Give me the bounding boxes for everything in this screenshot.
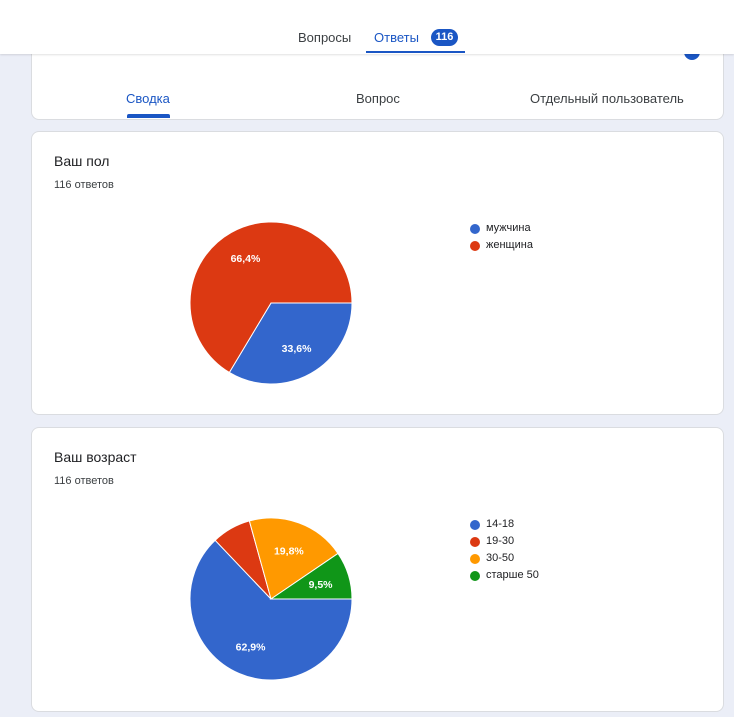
legend-item-14-18: 14-18	[470, 516, 539, 533]
active-subtab-indicator	[127, 114, 170, 118]
slice-label-30-50: 19,8%	[274, 545, 304, 557]
pie-slice-мужчина[interactable]	[228, 302, 353, 385]
legend-item-30-50: 30-50	[470, 550, 539, 567]
slice-label-старше-50: 9,5%	[309, 579, 334, 591]
legend-swatch	[470, 224, 480, 234]
legend-label: 30-50	[486, 552, 515, 564]
question-card-age: Ваш возраст 116 ответов 62,9% 19,8% 9,5% 1…	[31, 427, 724, 712]
legend-swatch	[470, 554, 480, 564]
responses-count-badge: 116	[431, 29, 458, 46]
slice-label-мужчина: 33,6%	[282, 343, 312, 355]
question-title: Ваш возраст	[54, 449, 137, 465]
pie-slice-женщина[interactable]	[189, 221, 353, 374]
pie-slice-14-18[interactable]	[189, 539, 353, 681]
legend-item-19-30: 19-30	[470, 533, 539, 550]
tab-responses[interactable]: Ответы	[374, 30, 419, 45]
tab-individual[interactable]: Отдельный пользователь	[530, 91, 684, 106]
tab-questions[interactable]: Вопросы	[298, 30, 352, 45]
response-count: 116 ответов	[54, 475, 114, 487]
legend-label: 19-30	[486, 535, 515, 547]
legend-swatch	[470, 571, 480, 581]
top-bar: Вопросы Ответы 116	[0, 0, 734, 54]
legend-label: 14-18	[486, 518, 515, 530]
response-count: 116 ответов	[54, 179, 114, 191]
legend-item-старше-50: старше 50	[470, 567, 539, 584]
legend-label: женщина	[486, 239, 533, 251]
question-title: Ваш пол	[54, 153, 110, 169]
tab-question[interactable]: Вопрос	[356, 91, 400, 106]
slice-label-женщина: 66,4%	[231, 253, 261, 265]
legend-item-мужчина: мужчина	[470, 220, 533, 237]
legend-label: мужчина	[486, 222, 531, 234]
slice-label-14-18: 62,9%	[236, 642, 266, 654]
pie-chart-gender: 33,6% 66,4%	[189, 221, 353, 385]
pie-slice-30-50[interactable]	[248, 517, 339, 600]
legend-swatch	[470, 520, 480, 530]
pie-chart-age: 62,9% 19,8% 9,5%	[189, 517, 353, 681]
legend-swatch	[470, 241, 480, 251]
legend-swatch	[470, 537, 480, 547]
chart-legend: мужчина женщина	[470, 220, 533, 254]
active-tab-indicator	[366, 51, 465, 53]
legend-item-женщина: женщина	[470, 237, 533, 254]
tab-summary[interactable]: Сводка	[126, 91, 170, 106]
question-card-gender: Ваш пол 116 ответов 33,6% 66,4% мужчина же…	[31, 131, 724, 415]
chart-legend: 14-18 19-30 30-50 старше 50	[470, 516, 539, 584]
legend-label: старше 50	[486, 569, 539, 581]
pie-slice-старше-50[interactable]	[269, 552, 353, 600]
